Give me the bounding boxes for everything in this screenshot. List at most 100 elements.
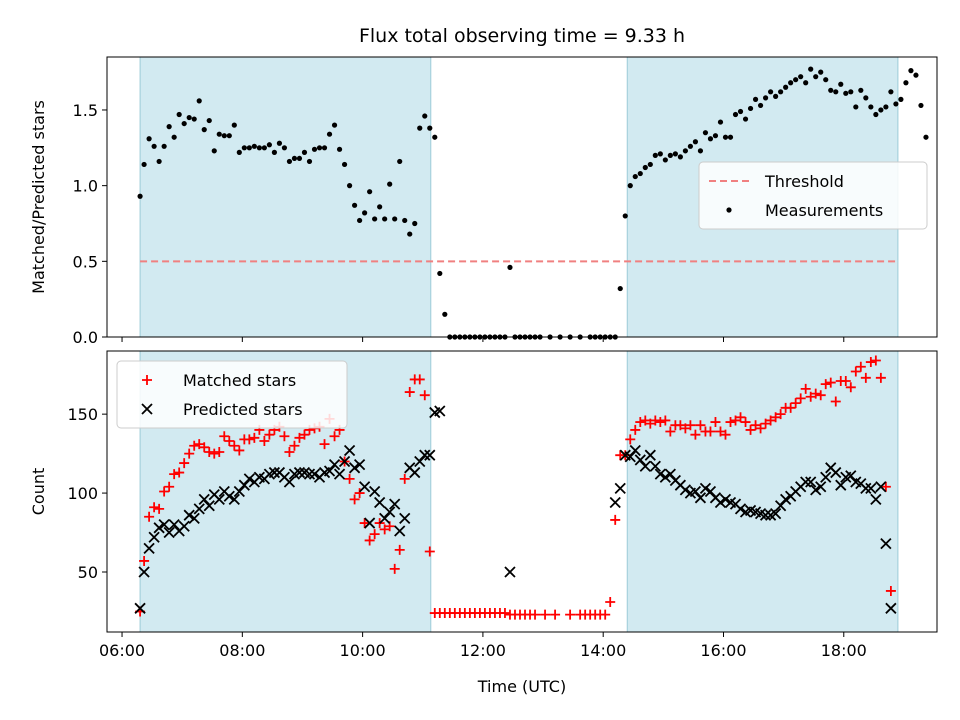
data-point [417,125,423,131]
data-point [224,435,235,446]
data-point [249,432,260,443]
x-tick-label: 14:00 [580,641,626,660]
data-point [727,134,734,140]
data-point [206,117,212,124]
data-point [404,387,415,398]
data-point [778,89,784,95]
data-point [639,460,651,472]
data-point [885,585,896,596]
data-point [399,512,411,524]
data-point [409,466,421,479]
data-point [605,597,616,608]
data-point [835,479,847,491]
data-point [424,449,436,461]
shaded-interval [139,56,432,338]
data-point [770,412,781,423]
data-point [351,202,358,208]
data-point [695,420,706,431]
data-point [346,183,353,189]
data-point [507,264,513,270]
data-point [803,80,809,86]
data-point [714,496,727,509]
data-point [712,133,719,139]
data-point [893,101,899,107]
data-point [645,418,656,429]
data-point [657,151,663,157]
data-point [903,80,909,86]
data-point [873,111,879,118]
legend-box [116,360,348,429]
data-point [692,139,699,145]
data-point [923,134,929,140]
data-point [702,130,709,136]
data-point [236,149,242,155]
data-point [752,96,759,102]
shaded-interval [626,350,899,633]
data-point [843,90,849,96]
data-point [369,485,381,498]
data-point [883,104,889,110]
y-axis-label: Matched/Predicted stars [29,100,48,294]
data-point [773,93,779,99]
data-point [412,220,418,227]
data-point [828,87,834,93]
data-point [357,217,363,224]
data-point [178,520,190,532]
data-point [211,148,217,154]
data-point [908,68,914,74]
data-point [694,492,707,504]
data-point [137,193,143,199]
data-point [707,136,714,142]
data-point [241,145,247,151]
data-point [293,466,306,479]
data-point [825,377,836,388]
data-point [853,104,859,110]
data-point [379,512,391,524]
legend-label-matched: Matched stars [183,371,296,390]
data-point [785,402,796,413]
data-point [805,391,816,402]
data-point [540,609,551,620]
data-point [860,372,871,383]
data-point [384,506,396,518]
data-point [830,466,842,479]
data-point [143,542,155,554]
data-point [251,143,257,149]
data-point [880,481,891,492]
data-point [880,537,892,550]
data-point [697,148,704,154]
data-point [316,145,323,151]
data-point [319,439,330,450]
data-point [214,447,225,458]
data-point [326,131,333,137]
data-point [311,146,318,152]
data-point [209,448,220,459]
data-point [740,417,751,428]
data-point [865,357,876,368]
data-point [614,482,626,494]
data-point [805,476,817,488]
data-point [745,424,756,435]
data-point [264,429,275,440]
data-point [720,429,731,440]
data-point [372,216,378,222]
data-point [705,426,716,437]
data-point [233,485,245,498]
data-point [858,87,864,93]
data-point [813,74,819,80]
data-point [151,143,157,149]
data-point [367,189,373,195]
data-point [760,418,771,429]
data-point [790,398,801,409]
data-point [343,444,356,457]
data-point [820,471,832,483]
data-point [234,445,245,456]
data-point [363,517,376,529]
data-point [704,485,717,498]
data-point [369,529,380,540]
data-point [725,417,736,428]
legend-swatch-predicted [141,403,153,415]
data-point [424,546,435,557]
data-point [755,423,766,434]
data-point [762,95,769,101]
